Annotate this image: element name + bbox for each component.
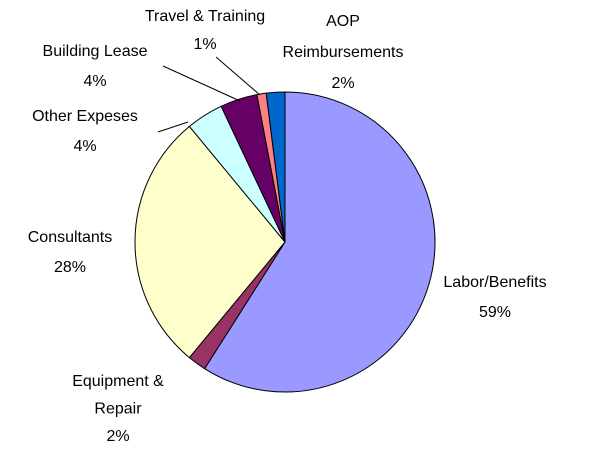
pie-slice <box>265 91 286 243</box>
pie-slice <box>134 125 286 359</box>
value-label: 4% <box>83 73 106 90</box>
category-label: Other Expeses <box>32 108 138 125</box>
leader-line <box>157 121 189 133</box>
value-label: 28% <box>54 259 86 276</box>
category-label: Travel & Training <box>145 8 265 25</box>
category-label: Consultants <box>28 229 113 246</box>
value-label: 59% <box>479 304 511 321</box>
category-label: Labor/Benefits <box>443 274 546 291</box>
pie-slice <box>203 91 436 393</box>
category-label: Equipment & Repair <box>72 373 164 418</box>
value-label: 2% <box>106 428 129 445</box>
leader-line <box>162 65 241 102</box>
category-label: Building Lease <box>43 43 148 60</box>
value-label: 2% <box>331 75 354 92</box>
category-label: AOP Reimbursements <box>283 13 404 61</box>
value-label: 1% <box>193 36 216 53</box>
value-label: 4% <box>73 138 96 155</box>
leader-line <box>215 56 261 96</box>
